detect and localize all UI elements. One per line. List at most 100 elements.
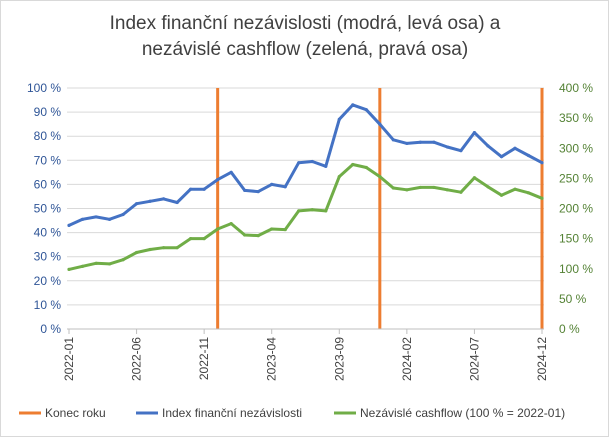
index-point: [216, 177, 220, 182]
index-point: [243, 188, 247, 193]
x-axis-tick-label: 2024-12: [535, 337, 549, 381]
left-axis-tick-label: 60 %: [34, 177, 62, 191]
gridlines: [67, 87, 544, 330]
left-axis-tick-label: 50 %: [34, 202, 62, 216]
index-point: [540, 161, 544, 165]
right-axis-tick-label: 350 %: [559, 111, 593, 125]
right-axis-tick-label: 100 %: [559, 262, 593, 276]
year-end-markers: [216, 88, 544, 329]
cashflow-point: [297, 209, 301, 213]
left-axis-tick-label: 80 %: [34, 129, 62, 143]
index-point: [283, 185, 287, 189]
index-point: [499, 155, 504, 159]
cashflow-point: [513, 187, 517, 191]
x-axis-tick-label: 2023-04: [265, 337, 279, 381]
cashflow-point: [175, 246, 179, 250]
cashflow-point: [472, 176, 477, 180]
cashflow-point: [432, 185, 436, 190]
left-axis-tick-label: 30 %: [34, 250, 62, 264]
right-axis-tick-label: 400 %: [559, 81, 593, 95]
index-point: [162, 197, 166, 201]
legend-label: Index finanční nezávislosti: [162, 406, 302, 420]
cashflow-point: [445, 188, 449, 192]
index-point: [391, 138, 395, 142]
cashflow-point: [229, 221, 233, 226]
index-point: [445, 145, 449, 149]
index-point: [134, 202, 139, 206]
cashflow-point: [526, 191, 531, 195]
cashflow-point: [459, 190, 463, 194]
legend-label: Konec roku: [45, 406, 106, 420]
cashflow-point: [418, 185, 422, 190]
x-axis-tick-label: 2022-11: [197, 337, 211, 380]
cashflow-point: [270, 227, 274, 231]
left-axis-tick-label: 0 %: [40, 322, 61, 336]
cashflow-point: [67, 267, 71, 271]
left-axis-tick-label: 20 %: [34, 274, 62, 288]
right-axis-tick-label: 0 %: [559, 322, 580, 336]
right-axis-tick-label: 150 %: [559, 232, 593, 246]
legend: Konec roku Index finanční nezávislosti Nez…: [19, 406, 565, 420]
right-axis-tick-label: 300 %: [559, 141, 593, 155]
index-point: [378, 122, 382, 126]
chart-title-line-2: nezávislé cashflow (zelená, pravá osa): [142, 39, 468, 60]
cashflow-point: [405, 188, 409, 192]
index-point: [270, 182, 274, 186]
cashflow-point: [189, 237, 193, 241]
left-axis-tick-label: 40 %: [34, 226, 62, 240]
cashflow-line: [67, 163, 544, 271]
series-lines: [67, 103, 544, 271]
cashflow-point: [162, 246, 166, 250]
index-line: [67, 103, 544, 227]
index-point: [94, 215, 98, 219]
cashflow-point: [134, 250, 139, 255]
right-axis-tick-label: 250 %: [559, 171, 593, 185]
index-point: [175, 200, 179, 205]
cashflow-point: [94, 261, 98, 265]
right-axis-tick-label: 50 %: [559, 292, 587, 306]
x-axis-tick-label: 2022-01: [62, 337, 76, 381]
index-point: [256, 190, 260, 194]
index-point: [67, 223, 71, 227]
index-point: [418, 140, 422, 144]
index-point: [189, 187, 193, 191]
left-axis-tick-label: 90 %: [34, 105, 62, 119]
index-point: [337, 117, 341, 121]
index-point: [351, 103, 355, 107]
index-point: [80, 217, 85, 221]
right-axis-tick-label: 200 %: [559, 202, 593, 216]
index-point: [364, 108, 368, 112]
cashflow-point: [283, 227, 287, 232]
cashflow-point: [540, 196, 544, 200]
cashflow-point: [364, 165, 368, 170]
cashflow-point: [310, 208, 314, 212]
cashflow-point: [216, 227, 220, 231]
x-axis-tick-label: 2022-06: [130, 337, 144, 381]
index-point: [229, 170, 233, 174]
cashflow-point: [486, 185, 490, 189]
cashflow-point: [499, 193, 504, 197]
cashflow-point: [391, 186, 395, 190]
index-point: [121, 212, 125, 217]
cashflow-point: [378, 174, 382, 179]
left-axis-tick-label: 10 %: [34, 298, 62, 312]
cashflow-point: [351, 162, 355, 167]
index-point: [432, 140, 436, 144]
cashflow-point: [80, 264, 85, 268]
index-point: [472, 130, 477, 135]
index-point: [202, 187, 206, 191]
index-point: [148, 199, 152, 203]
cashflow-point: [337, 174, 341, 179]
cashflow-point: [256, 234, 260, 238]
left-axis-tick-label: 100 %: [27, 81, 61, 95]
index-point: [107, 217, 112, 221]
x-axis-tick-label: 2024-07: [467, 337, 481, 381]
cashflow-point: [202, 237, 206, 241]
index-point: [526, 153, 531, 158]
x-axis-tick-label: 2024-02: [400, 337, 414, 381]
left-axis-tick-label: 70 %: [34, 153, 62, 167]
cashflow-point: [324, 209, 328, 213]
index-point: [297, 161, 301, 165]
cashflow-point: [107, 262, 112, 266]
